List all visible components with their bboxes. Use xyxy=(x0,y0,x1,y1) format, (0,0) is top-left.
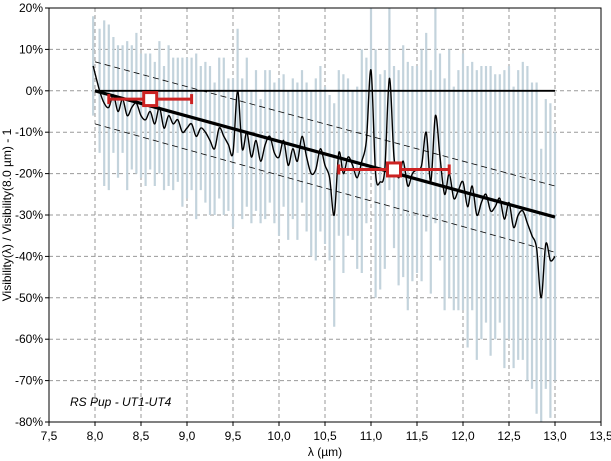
y-tick-label: -40% xyxy=(15,249,43,263)
x-tick-label: 10,0 xyxy=(267,429,291,443)
y-tick-label: -30% xyxy=(15,208,43,222)
binned-point xyxy=(386,161,402,178)
series-lines xyxy=(92,61,556,299)
x-tick-label: 11,0 xyxy=(360,429,383,443)
x-tick-label: 9,0 xyxy=(179,429,196,443)
y-tick-label: -60% xyxy=(15,332,43,346)
x-tick-label: 8,0 xyxy=(87,429,104,443)
y-tick-label: -50% xyxy=(15,291,43,305)
y-tick-label: -20% xyxy=(15,167,43,181)
x-tick-label: 12,0 xyxy=(451,429,475,443)
x-tick-label: 11,5 xyxy=(406,429,429,443)
y-tick-label: 0% xyxy=(26,84,44,98)
y-tick-label: -10% xyxy=(15,125,43,139)
chart-annotation: RS Pup - UT1-UT4 xyxy=(70,395,172,409)
measured-curve xyxy=(92,65,556,299)
binned-point xyxy=(142,91,159,108)
y-tick-label: 10% xyxy=(19,42,43,56)
y-tick-label: -70% xyxy=(15,374,43,388)
y-tick-labels: 20% 10% 0% -10% -20% -30% -40% -50% -60% -70% -80% xyxy=(15,1,49,429)
binned-points xyxy=(107,91,451,178)
x-tick-label: 7,5 xyxy=(41,429,58,443)
linear-fit-line xyxy=(94,89,556,219)
y-tick-label: -80% xyxy=(15,415,43,429)
x-tick-label: 8,5 xyxy=(133,429,150,443)
x-tick-label: 13,0 xyxy=(543,429,567,443)
x-tick-label: 10,5 xyxy=(313,429,337,443)
y-tick-label: 20% xyxy=(19,1,43,15)
y-axis-label: Visibility(λ) / Visibility(8.0 µm) - 1 xyxy=(0,128,14,301)
x-tick-label: 12,5 xyxy=(497,429,521,443)
x-axis-label: λ (µm) xyxy=(308,445,342,459)
x-tick-label: 13,5 xyxy=(589,429,611,443)
x-tick-labels: 7,5 8,0 8,5 9,0 9,5 10,0 10,5 11,0 11,5 12,0 12,5 1… xyxy=(41,422,611,443)
x-tick-label: 9,5 xyxy=(225,429,242,443)
